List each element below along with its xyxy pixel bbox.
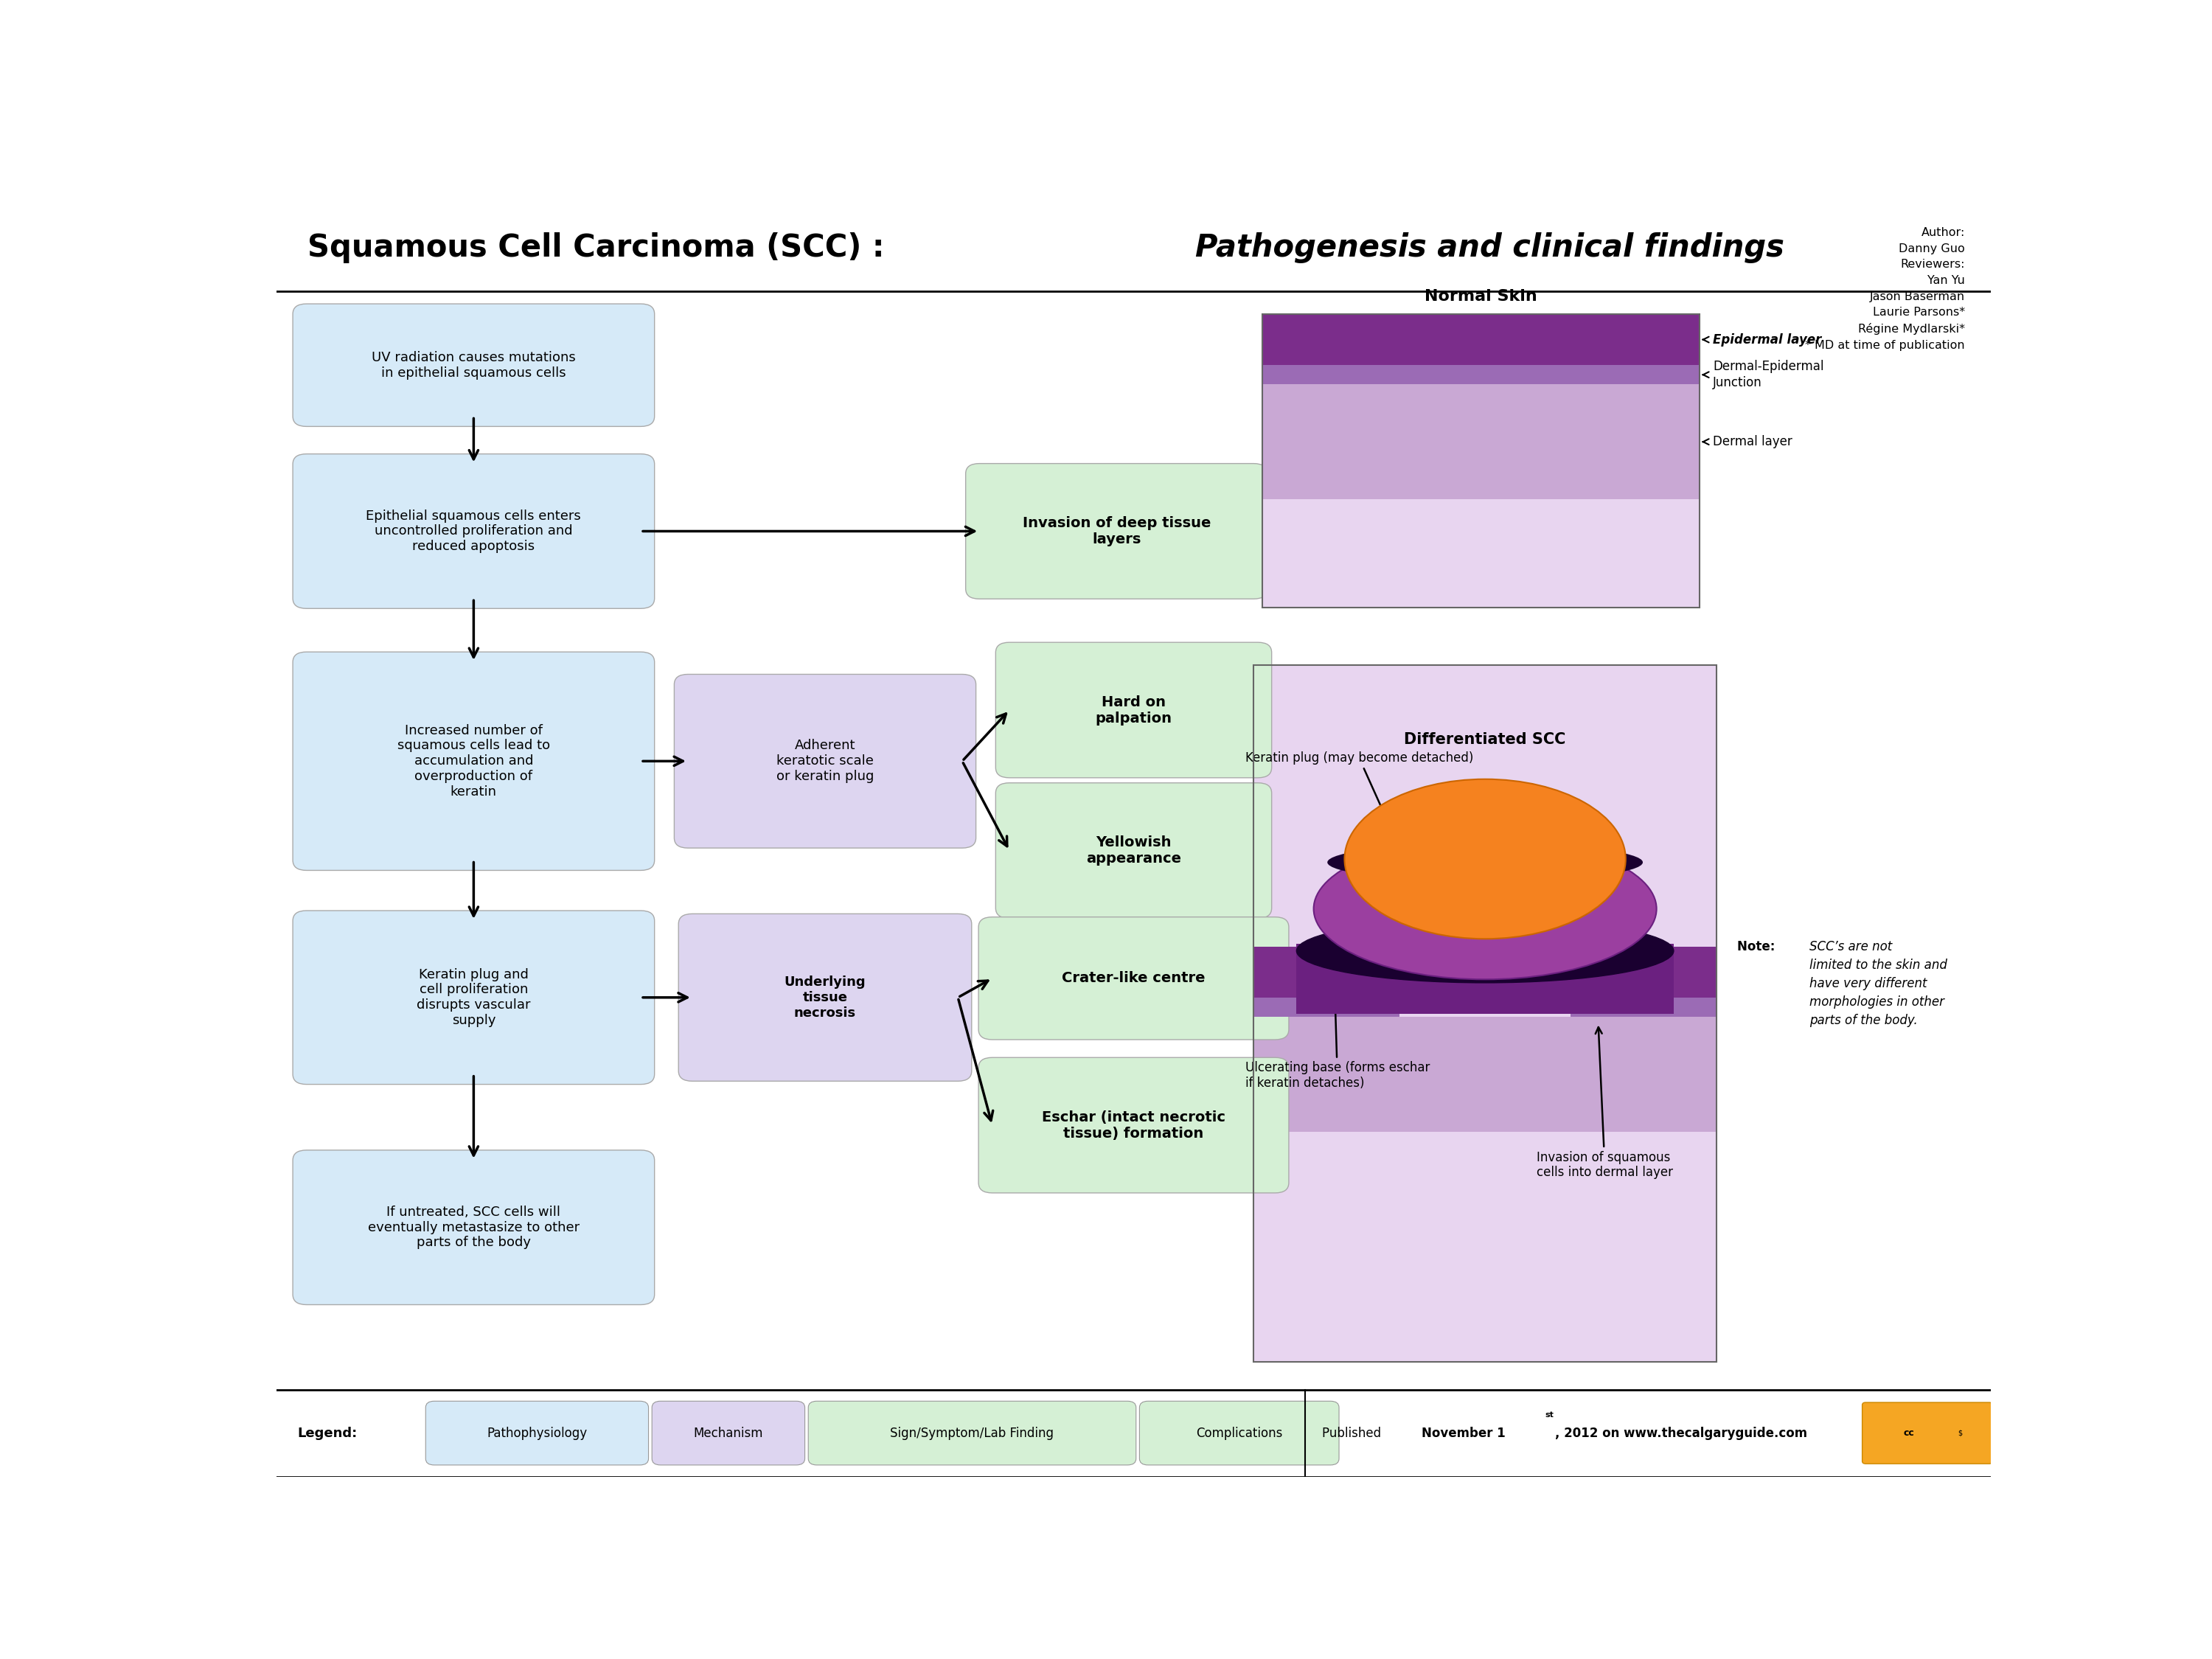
FancyBboxPatch shape (653, 1402, 805, 1465)
FancyBboxPatch shape (425, 1402, 648, 1465)
Bar (1254, 665, 1717, 1362)
Text: st: st (1544, 1412, 1553, 1418)
Text: Keratin plug (may become detached): Keratin plug (may become detached) (1245, 752, 1473, 815)
Circle shape (1929, 1410, 1991, 1457)
FancyBboxPatch shape (978, 1057, 1290, 1193)
FancyBboxPatch shape (292, 652, 655, 871)
Ellipse shape (1296, 919, 1674, 982)
FancyBboxPatch shape (995, 783, 1272, 919)
Bar (1571, 997, 1717, 1017)
Text: Keratin plug and
cell proliferation
disrupts vascular
supply: Keratin plug and cell proliferation disr… (416, 967, 531, 1027)
Bar (1571, 946, 1717, 997)
Text: Yellowish
appearance: Yellowish appearance (1086, 836, 1181, 866)
FancyBboxPatch shape (967, 463, 1267, 599)
Text: Dermal-Epidermal
Junction: Dermal-Epidermal Junction (1712, 360, 1825, 390)
Text: Note:: Note: (1736, 941, 1778, 954)
Text: Normal Skin: Normal Skin (1425, 289, 1537, 304)
Text: Epithelial squamous cells enters
uncontrolled proliferation and
reduced apoptosi: Epithelial squamous cells enters uncontr… (367, 509, 582, 552)
Text: Pathogenesis and clinical findings: Pathogenesis and clinical findings (1194, 232, 1785, 264)
Text: Crater-like centre: Crater-like centre (1062, 971, 1206, 985)
Text: November 1: November 1 (1422, 1427, 1506, 1440)
FancyBboxPatch shape (292, 304, 655, 426)
Bar (1263, 365, 1699, 385)
Text: Invasion of deep tissue
layers: Invasion of deep tissue layers (1022, 516, 1210, 546)
Bar (1263, 314, 1699, 365)
Ellipse shape (1345, 780, 1626, 939)
Text: Hard on
palpation: Hard on palpation (1095, 695, 1172, 725)
Text: UV radiation causes mutations
in epithelial squamous cells: UV radiation causes mutations in epithel… (372, 350, 575, 380)
FancyBboxPatch shape (292, 455, 655, 609)
Bar (1263, 385, 1699, 499)
Text: If untreated, SCC cells will
eventually metastasize to other
parts of the body: If untreated, SCC cells will eventually … (367, 1206, 580, 1249)
Text: Epidermal layer: Epidermal layer (1712, 333, 1823, 347)
Text: Dermal layer: Dermal layer (1712, 435, 1792, 448)
FancyBboxPatch shape (292, 1150, 655, 1304)
Text: Underlying
tissue
necrosis: Underlying tissue necrosis (785, 975, 865, 1019)
Ellipse shape (1327, 843, 1644, 881)
Text: Eschar (intact necrotic
tissue) formation: Eschar (intact necrotic tissue) formatio… (1042, 1110, 1225, 1140)
FancyBboxPatch shape (978, 917, 1290, 1040)
FancyBboxPatch shape (1139, 1402, 1338, 1465)
FancyBboxPatch shape (1863, 1402, 1993, 1463)
Bar (1254, 997, 1400, 1017)
FancyBboxPatch shape (807, 1402, 1137, 1465)
FancyBboxPatch shape (995, 642, 1272, 778)
Text: Squamous Cell Carcinoma (SCC) :: Squamous Cell Carcinoma (SCC) : (307, 232, 896, 264)
Text: Mechanism: Mechanism (695, 1427, 763, 1440)
Text: SCC’s are not
limited to the skin and
have very different
morphologies in other
: SCC’s are not limited to the skin and ha… (1809, 941, 1947, 1027)
Bar (1254, 665, 1717, 1362)
Text: $: $ (1958, 1430, 1962, 1437)
Text: , 2012 on www.thecalgaryguide.com: , 2012 on www.thecalgaryguide.com (1555, 1427, 1807, 1440)
Text: Pathophysiology: Pathophysiology (487, 1427, 586, 1440)
Text: Invasion of squamous
cells into dermal layer: Invasion of squamous cells into dermal l… (1537, 1027, 1672, 1180)
Text: Increased number of
squamous cells lead to
accumulation and
overproduction of
ke: Increased number of squamous cells lead … (398, 723, 551, 798)
Text: Published: Published (1323, 1427, 1385, 1440)
Bar (1263, 314, 1699, 607)
Bar (1254, 946, 1400, 997)
Text: Complications: Complications (1197, 1427, 1283, 1440)
Text: Sign/Symptom/Lab Finding: Sign/Symptom/Lab Finding (889, 1427, 1053, 1440)
FancyBboxPatch shape (292, 911, 655, 1085)
Text: Ulcerating base (forms eschar
if keratin detaches): Ulcerating base (forms eschar if keratin… (1245, 975, 1429, 1090)
Bar (1263, 499, 1699, 607)
Text: Author:
Danny Guo
Reviewers:
Yan Yu
Jason Baserman
Laurie Parsons*
Régine Mydlar: Author: Danny Guo Reviewers: Yan Yu Jaso… (1805, 227, 1964, 350)
Text: Legend:: Legend: (296, 1427, 356, 1440)
FancyBboxPatch shape (675, 674, 975, 848)
FancyBboxPatch shape (679, 914, 971, 1082)
Text: Differentiated SCC: Differentiated SCC (1405, 733, 1566, 747)
Ellipse shape (1314, 838, 1657, 979)
Text: cc: cc (1902, 1428, 1913, 1438)
Bar (1254, 1017, 1717, 1131)
Text: Adherent
keratotic scale
or keratin plug: Adherent keratotic scale or keratin plug (776, 740, 874, 783)
Bar (1296, 944, 1674, 1014)
